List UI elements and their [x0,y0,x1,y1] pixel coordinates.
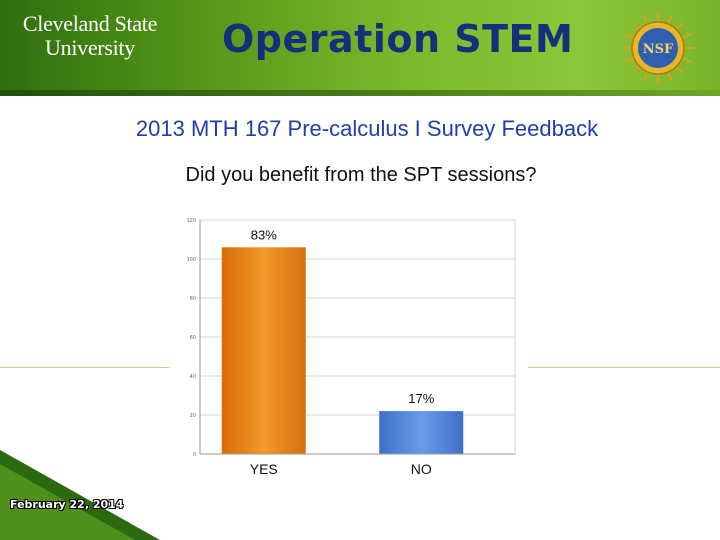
data-label: 83% [251,227,277,242]
footer-wedge [0,450,160,540]
y-tick-label: 100 [186,257,196,263]
y-tick-label: 60 [190,335,196,341]
divider-line [528,367,720,368]
bar-chart: 0 20 40 60 80 100 120 83% YES 17% NO [186,218,516,477]
university-name-line2: University [45,35,135,60]
y-tick-label: 120 [186,218,196,224]
y-tick-label: 0 [193,452,196,458]
header-banner: Cleveland State University Operation STE… [0,0,720,96]
x-tick-label: NO [411,461,432,477]
data-label: 17% [408,391,434,406]
slide-date: February 22, 2014 [10,498,124,511]
program-title: Operation STEM [222,17,574,61]
university-name-line1: Cleveland State [22,11,158,36]
bar-no [379,411,464,454]
slide-title: 2013 MTH 167 Pre-calculus I Survey Feedb… [135,116,599,141]
divider-line [0,367,170,368]
university-name: Cleveland State University [10,12,170,60]
nsf-seal-label: NSF [643,42,674,57]
y-tick-label: 80 [190,296,196,302]
y-tick-label: 40 [190,374,196,380]
nsf-seal-icon: NSF [622,12,694,84]
y-tick-label: 20 [190,413,196,419]
survey-question: Did you benefit from the SPT sessions? [185,164,537,186]
x-tick-label: YES [250,461,278,477]
header-band [0,90,720,96]
bar-yes [221,247,306,454]
